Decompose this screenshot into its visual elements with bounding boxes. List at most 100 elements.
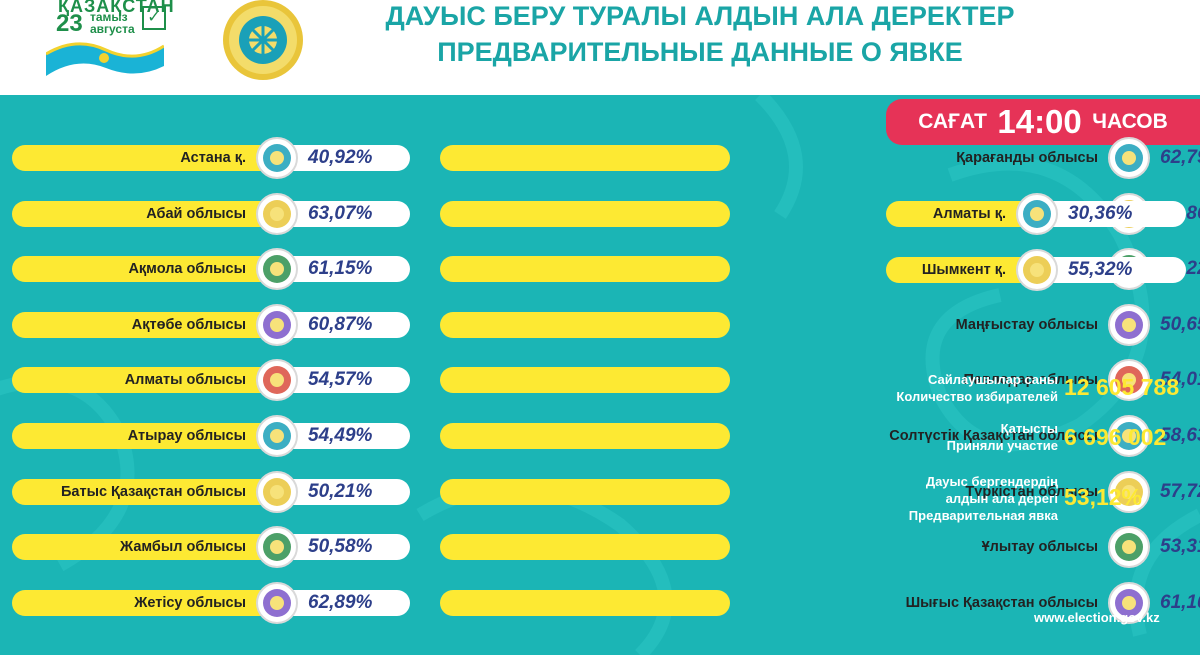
region-emblem-icon xyxy=(1108,303,1150,346)
time-suffix: ЧАСОВ xyxy=(1092,110,1168,133)
region-row: Алматы облысы 54,57% xyxy=(12,359,410,402)
turnout-label-kz: Дауыс бергендердің xyxy=(925,474,1058,489)
region-row: Солтүстік Қазақстан облысы 58,63% xyxy=(440,415,1200,457)
region-name: Астана қ. xyxy=(180,150,246,166)
turnout-label-ru: Предварительная явка xyxy=(908,508,1058,523)
region-row: Қостанай облысы55,86% xyxy=(440,192,1200,235)
participated-label: Қатысты Приняли участие xyxy=(860,420,1058,454)
region-percent: 30,36% xyxy=(1068,203,1133,224)
region-bar xyxy=(12,478,302,505)
region-bar xyxy=(440,589,730,616)
time-badge: САҒАТ 14:00 ЧАСОВ xyxy=(886,99,1200,145)
region-percent: 40,92% xyxy=(308,147,373,168)
voters-count-value: 12 605 788 xyxy=(1064,374,1180,400)
region-name: Ұлытау облысы xyxy=(981,539,1098,556)
region-percent: 57,72% xyxy=(1160,480,1200,502)
region-bar xyxy=(440,367,730,394)
region-row: Атырау облысы 54,49% xyxy=(12,415,410,457)
region-row: Абай облысы 63,07% xyxy=(12,192,410,235)
region-percent: 50,58% xyxy=(308,536,373,558)
region-emblem-icon xyxy=(1108,581,1150,624)
region-row: Маңғыстау облысы 50,65% xyxy=(440,303,1200,346)
region-bar xyxy=(12,423,302,449)
participated-label-kz: Қатысты xyxy=(1000,421,1058,436)
page-title-kz: ДАУЫС БЕРУ ТУРАЛЫ АЛДЫН АЛА ДЕРЕКТЕР xyxy=(385,1,1015,31)
region-percent: 61,10% xyxy=(1160,591,1200,613)
region-percent: 50,65% xyxy=(1160,313,1200,335)
participated-value: 6 696 002 xyxy=(1064,424,1167,450)
region-emblem-icon xyxy=(256,248,298,291)
region-emblem-icon xyxy=(1016,248,1058,291)
region-emblem-icon xyxy=(256,359,298,402)
region-name: Батыс Қазақстан облысы xyxy=(60,483,246,500)
checkbox-icon: ✓ xyxy=(142,6,166,30)
region-percent: 61,15% xyxy=(308,258,373,280)
region-row: Жетісу облысы 62,89% xyxy=(12,581,410,624)
election-date-logo: ҚАЗАҚСТАН 23 тамыз августа ✓ xyxy=(40,0,174,85)
region-name: Жамбыл облысы xyxy=(120,539,246,556)
region-emblem-icon xyxy=(1108,415,1150,457)
region-bar xyxy=(12,367,302,394)
region-row: Павлодар облысы 54,01% xyxy=(440,359,1200,402)
region-name: Павлодар облысы xyxy=(963,372,1098,389)
region-emblem-icon xyxy=(1108,359,1150,402)
region-emblem-icon xyxy=(256,192,298,235)
turnout-value: 53,12% xyxy=(1064,484,1143,510)
region-bar xyxy=(440,256,730,283)
voters-count-label-kz: Сайлаушылар саны xyxy=(927,372,1058,387)
region-emblem-icon xyxy=(1108,526,1150,569)
region-name: Шығыс Қазақстан облысы xyxy=(905,594,1098,611)
region-percent: 54,01% xyxy=(1160,369,1200,391)
region-bar xyxy=(12,200,302,227)
region-percent: 62,89% xyxy=(308,591,373,613)
region-emblem-icon xyxy=(256,526,298,569)
region-name: Ақтөбе облысы xyxy=(131,316,246,333)
region-row: Ақтөбе облысы 60,87% xyxy=(12,303,410,346)
region-row: Батыс Қазақстан облысы 50,21% xyxy=(12,470,410,513)
region-row: Шымкент қ. 55,32% xyxy=(886,248,1186,291)
time-prefix: САҒАТ xyxy=(918,110,987,133)
region-bar xyxy=(440,145,730,171)
region-row: Түркістан облысы 57,72% xyxy=(440,470,1200,513)
region-name: Солтүстік Қазақстан облысы xyxy=(889,428,1098,444)
region-emblem-icon xyxy=(1108,137,1150,179)
region-emblem-icon xyxy=(256,303,298,346)
region-bar xyxy=(440,200,730,227)
region-row: Алматы қ. 30,36% xyxy=(886,193,1186,235)
region-name: Абай облысы xyxy=(146,205,246,222)
region-bar xyxy=(12,311,302,338)
logo-month-ru: августа xyxy=(90,22,135,36)
page-title-ru: ПРЕДВАРИТЕЛЬНЫЕ ДАННЫЕ О ЯВКЕ xyxy=(437,37,963,67)
region-name: Атырау облысы xyxy=(127,428,246,444)
region-percent: 50,21% xyxy=(308,480,373,502)
turnout-label: Дауыс бергендердің алдын ала дерегі Пред… xyxy=(860,473,1058,524)
region-row: Қарағанды облысы 62,79% xyxy=(440,137,1200,179)
region-row: Ұлытау облысы 53,31% xyxy=(440,526,1200,569)
region-row: Жамбыл облысы 50,58% xyxy=(12,526,410,569)
region-percent: 63,07% xyxy=(308,202,373,224)
region-percent: 60,87% xyxy=(308,313,373,335)
region-percent: 55,32% xyxy=(1068,258,1133,280)
region-name: Алматы қ. xyxy=(932,206,1006,222)
participated-label-ru: Приняли участие xyxy=(946,438,1058,453)
region-row: Қызылорда облысы64,22% xyxy=(440,248,1200,291)
region-emblem-icon xyxy=(256,415,298,457)
region-percent: 58,63% xyxy=(1160,425,1200,446)
region-name: Шымкент қ. xyxy=(921,261,1006,278)
time-value: 14:00 xyxy=(997,103,1082,140)
region-percent: 53,31% xyxy=(1160,536,1200,558)
cec-emblem-icon xyxy=(223,0,303,80)
region-row: Шығыс Қазақстан облысы 61,10% xyxy=(440,581,1200,624)
website-link[interactable]: www.election.gov.kz xyxy=(1034,610,1160,625)
region-row: Астана қ. 40,92% xyxy=(12,137,410,179)
region-bar xyxy=(12,256,302,283)
region-name: Жетісу облысы xyxy=(134,594,246,611)
region-emblem-icon xyxy=(1108,470,1150,513)
region-bar xyxy=(440,311,730,338)
logo-day: 23 xyxy=(56,10,83,37)
logo-month-kz: тамыз xyxy=(90,10,128,24)
header: ҚАЗАҚСТАН 23 тамыз августа ✓ ДАУЫС БЕРУ … xyxy=(0,0,1200,95)
region-name: Түркістан облысы xyxy=(965,483,1098,500)
region-bar xyxy=(440,478,730,505)
region-name: Алматы облысы xyxy=(124,372,246,389)
